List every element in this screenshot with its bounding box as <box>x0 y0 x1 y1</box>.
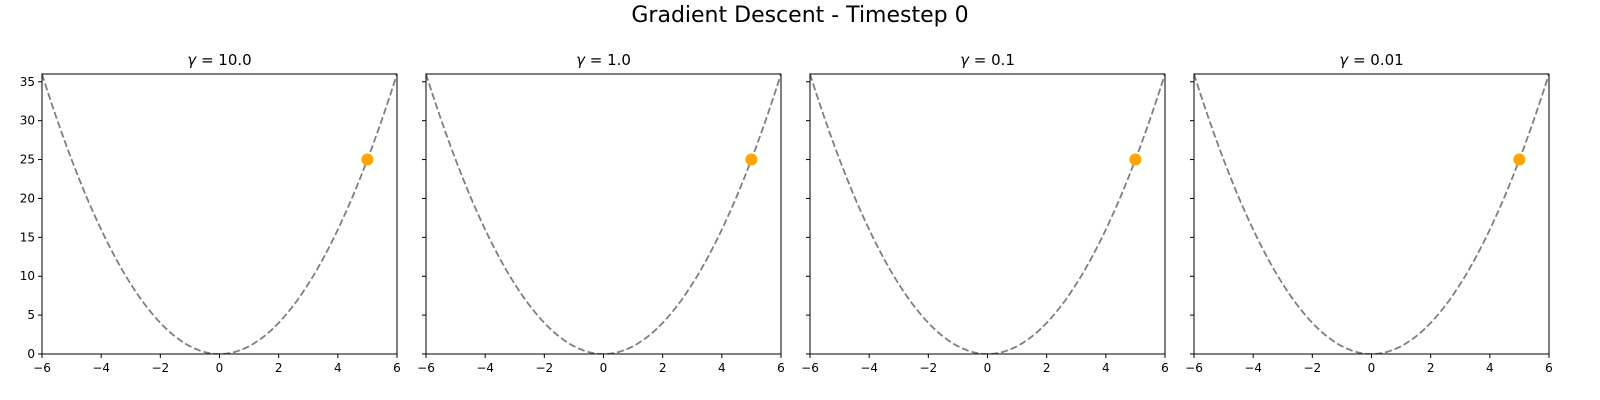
x-tick-label: −4 <box>476 361 494 375</box>
y-tick-label: 30 <box>20 114 35 128</box>
x-tick-label: −6 <box>1185 361 1203 375</box>
x-tick-label: 6 <box>1545 361 1553 375</box>
x-tick-label: −2 <box>151 361 169 375</box>
y-tick-label: 35 <box>20 75 35 89</box>
y-tick-label: 5 <box>27 308 35 322</box>
plot-area <box>426 74 781 354</box>
current-point-marker <box>1513 153 1526 166</box>
x-tick-label: 0 <box>216 361 224 375</box>
x-tick-label: −6 <box>801 361 819 375</box>
title-symbol: γ <box>576 51 586 69</box>
current-point-marker <box>1129 153 1142 166</box>
x-tick-label: 6 <box>777 361 785 375</box>
plot-area <box>42 74 397 354</box>
current-point-marker <box>745 153 758 166</box>
x-tick-label: −6 <box>417 361 435 375</box>
x-tick-label: 0 <box>600 361 608 375</box>
subplot-title: γ = 1.0 <box>576 51 631 69</box>
loss-curve-line <box>42 74 397 354</box>
subplot-title: γ = 10.0 <box>187 51 251 69</box>
title-value: 10.0 <box>218 51 251 69</box>
x-tick-label: 2 <box>1043 361 1051 375</box>
current-point-marker <box>361 153 374 166</box>
x-tick-label: 4 <box>334 361 342 375</box>
y-tick-label: 10 <box>20 269 35 283</box>
title-relation: = <box>969 51 991 69</box>
x-tick-label: −2 <box>535 361 553 375</box>
axes-frame <box>1193 73 1550 355</box>
title-value: 0.1 <box>991 51 1015 69</box>
x-tick-label: 4 <box>718 361 726 375</box>
x-tick-label: 2 <box>659 361 667 375</box>
subplot-2: γ = 1.0 −6 −4 −2 0 2 4 6 <box>417 51 785 375</box>
axes-frame <box>425 73 782 355</box>
x-tick-label: −4 <box>1244 361 1262 375</box>
x-tick-label: 2 <box>1427 361 1435 375</box>
subplot-title: γ = 0.1 <box>960 51 1015 69</box>
x-tick-label: 4 <box>1102 361 1110 375</box>
x-tick-label: 2 <box>275 361 283 375</box>
loss-curve-line <box>810 74 1165 354</box>
subplot-3: γ = 0.1 −6 −4 −2 0 2 4 6 <box>801 51 1169 375</box>
loss-curve-line <box>426 74 781 354</box>
title-value: 1.0 <box>607 51 631 69</box>
title-relation: = <box>585 51 607 69</box>
title-symbol: γ <box>1339 51 1349 69</box>
subplot-title: γ = 0.01 <box>1339 51 1403 69</box>
y-tick-label: 15 <box>20 230 35 244</box>
axes-frame <box>41 73 398 355</box>
x-tick-label: 6 <box>1161 361 1169 375</box>
x-tick-label: 6 <box>393 361 401 375</box>
x-tick-label: 0 <box>984 361 992 375</box>
subplot-1: γ = 10.0 −6 −4 −2 0 2 4 6 0 5 10 15 20 25 30 35 <box>20 51 401 375</box>
title-symbol: γ <box>187 51 197 69</box>
x-tick-label: −4 <box>860 361 878 375</box>
subplot-4: γ = 0.01 −6 −4 −2 0 2 4 6 <box>1185 51 1553 375</box>
title-relation: = <box>196 51 218 69</box>
y-tick-label: 0 <box>27 347 35 361</box>
title-relation: = <box>1348 51 1370 69</box>
x-tick-label: −2 <box>919 361 937 375</box>
y-tick-label: 20 <box>20 191 35 205</box>
y-tick-label: 25 <box>20 153 35 167</box>
x-tick-label: 4 <box>1486 361 1494 375</box>
figure-title: Gradient Descent - Timestep 0 <box>631 3 969 28</box>
x-tick-label: 0 <box>1368 361 1376 375</box>
title-value: 0.01 <box>1370 51 1403 69</box>
axes-frame <box>809 73 1166 355</box>
x-tick-label: −2 <box>1303 361 1321 375</box>
plot-area <box>810 74 1165 354</box>
x-tick-label: −4 <box>92 361 110 375</box>
title-symbol: γ <box>960 51 970 69</box>
loss-curve-line <box>1194 74 1549 354</box>
plot-area <box>1194 74 1549 354</box>
x-tick-label: −6 <box>33 361 51 375</box>
